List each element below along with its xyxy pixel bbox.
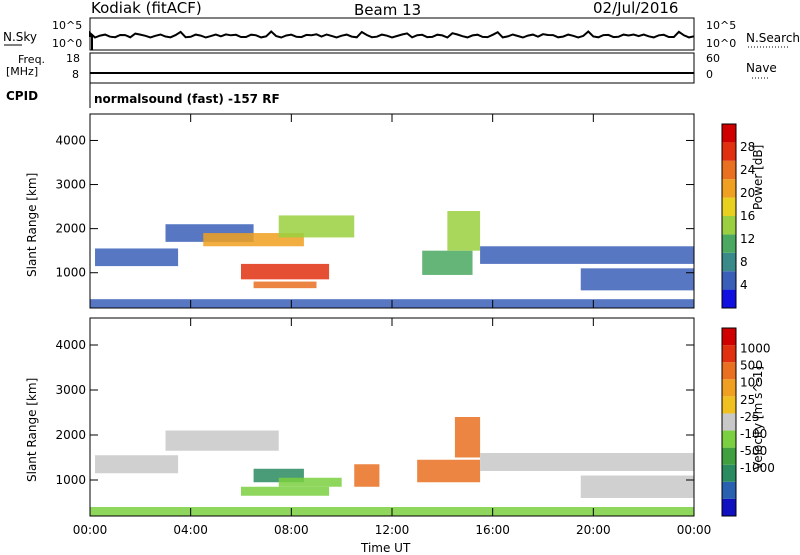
- nsky-panel-frame: [89, 17, 695, 51]
- power-colorbar-cell-6: [722, 179, 736, 198]
- velocity-colorbar-tick-3: 25: [740, 393, 755, 407]
- power-colorbar-cell-2: [722, 252, 736, 272]
- xtick-label-6: 00:00: [677, 523, 712, 537]
- velocity-colorbar-tick-6: -500: [740, 444, 767, 458]
- nave-ytick-bottom: 0: [706, 68, 713, 81]
- power-colorbar-tick-3: 16: [740, 209, 755, 223]
- nave-ytick-top: 60: [706, 52, 720, 65]
- power-ytick-label-2000: 2000: [55, 222, 86, 236]
- velocity-region-3: [278, 477, 342, 487]
- velocity-colorbar-cell-8: [722, 362, 736, 380]
- velocity-ytick-label-3000: 3000: [55, 383, 86, 397]
- velocity-colorbar-cell-7: [722, 379, 736, 397]
- x-axis-label: Time UT: [361, 541, 411, 555]
- velocity-colorbar-cell-9: [722, 345, 736, 363]
- nsky-ytick-bottom: 10^0: [52, 37, 83, 50]
- xtick-label-5: 20:00: [576, 523, 611, 537]
- power-colorbar-cell-4: [722, 216, 736, 235]
- nsky-ytick-top: 10^5: [52, 19, 83, 32]
- velocity-ytick-label-2000: 2000: [55, 428, 86, 442]
- power-colorbar-cell-3: [722, 234, 736, 253]
- velocity-colorbar-tick-4: -25: [740, 410, 760, 424]
- power-region-4: [253, 281, 317, 289]
- velocity-colorbar-tick-7: -1000: [740, 461, 775, 475]
- power-region-3: [241, 263, 330, 280]
- velocity-colorbar-cell-2: [722, 464, 736, 482]
- date-title: 02/Jul/2016: [593, 0, 679, 17]
- velocity-region-1: [165, 430, 279, 451]
- freq-panel-frame: [89, 52, 695, 84]
- power-ytick-label-3000: 3000: [55, 178, 86, 192]
- power-colorbar-cell-9: [722, 124, 736, 143]
- beam-title: Beam 13: [354, 1, 422, 19]
- nsky-label: N.Sky: [3, 30, 38, 44]
- power-region-0: [95, 248, 179, 267]
- velocity-region-5: [354, 464, 380, 487]
- power-ytick-label-4000: 4000: [55, 133, 86, 147]
- power-region-5: [278, 215, 355, 238]
- velocity-ytick-label-4000: 4000: [55, 338, 86, 352]
- power-region-8: [480, 246, 694, 264]
- velocity-ytick-label-1000: 1000: [55, 473, 86, 487]
- cpid-label: CPID: [6, 89, 39, 103]
- velocity-region-6: [417, 459, 481, 483]
- xtick-label-1: 04:00: [173, 523, 208, 537]
- power-colorbar-frame: [721, 123, 737, 309]
- xtick-label-2: 08:00: [274, 523, 309, 537]
- velocity-region-4: [241, 486, 330, 496]
- cpid-text: normalsound (fast) -157 RF: [94, 92, 280, 106]
- power-colorbar-tick-5: 24: [740, 163, 755, 177]
- power-colorbar-cell-5: [722, 197, 736, 216]
- velocity-colorbar-cell-1: [722, 481, 736, 499]
- power-colorbar-cell-7: [722, 160, 736, 180]
- power-colorbar-tick-4: 20: [740, 186, 755, 200]
- velocity-colorbar-tick-5: -100: [740, 427, 767, 441]
- velocity-colorbar-cell-10: [722, 328, 736, 346]
- velocity-colorbar-label: Velocity [m s^-1]: [751, 365, 765, 470]
- power-region-7: [447, 211, 481, 251]
- velocity-colorbar-cell-0: [722, 498, 736, 516]
- xtick-label-4: 16:00: [475, 523, 510, 537]
- velocity-ylabel: Slant Range [km]: [25, 377, 39, 482]
- nsearch-ytick-top: 10^5: [706, 19, 737, 32]
- power-ylabel: Slant Range [km]: [25, 172, 39, 277]
- power-colorbar-tick-6: 28: [740, 140, 755, 154]
- velocity-region-8: [480, 453, 694, 471]
- velocity-colorbar-cell-3: [722, 447, 736, 465]
- power-colorbar-tick-1: 8: [740, 255, 748, 269]
- nsearch-ytick-bottom: 10^0: [706, 37, 737, 50]
- freq-ytick-top: 18: [66, 52, 80, 65]
- nsearch-label: N.Search: [746, 31, 800, 45]
- velocity-colorbar-tick-0: 1000: [740, 342, 771, 356]
- station-title: Kodiak (fitACF): [91, 0, 202, 17]
- freq-label-1: Freq.: [18, 53, 46, 66]
- power-colorbar-cell-8: [722, 142, 736, 161]
- velocity-region-0: [95, 455, 179, 474]
- power-colorbar-label: Power [dB]: [751, 144, 765, 210]
- freq-label-2: [MHz]: [6, 65, 39, 78]
- velocity-region-9: [580, 475, 694, 498]
- xtick-label-3: 12:00: [375, 523, 410, 537]
- velocity-colorbar-cell-6: [722, 396, 736, 414]
- velocity-colorbar-tick-1: 500: [740, 359, 763, 373]
- freq-ytick-bottom: 8: [72, 68, 79, 81]
- velocity-colorbar-cell-5: [722, 413, 736, 431]
- velocity-colorbar-cell-4: [722, 430, 736, 448]
- power-colorbar-cell-1: [722, 271, 736, 290]
- velocity-colorbar-tick-2: 100: [740, 376, 763, 390]
- power-colorbar-tick-2: 12: [740, 232, 755, 246]
- velocity-colorbar-frame: [721, 327, 737, 517]
- nsky-trace: [89, 30, 695, 39]
- xtick-label-0: 00:00: [73, 523, 108, 537]
- velocity-region-7: [454, 417, 481, 458]
- nave-label: Nave: [746, 61, 777, 75]
- power-colorbar-tick-0: 4: [740, 278, 748, 292]
- power-ytick-label-1000: 1000: [55, 266, 86, 280]
- power-region-6: [422, 250, 473, 275]
- power-region-9: [580, 268, 694, 291]
- power-colorbar-cell-0: [722, 289, 736, 308]
